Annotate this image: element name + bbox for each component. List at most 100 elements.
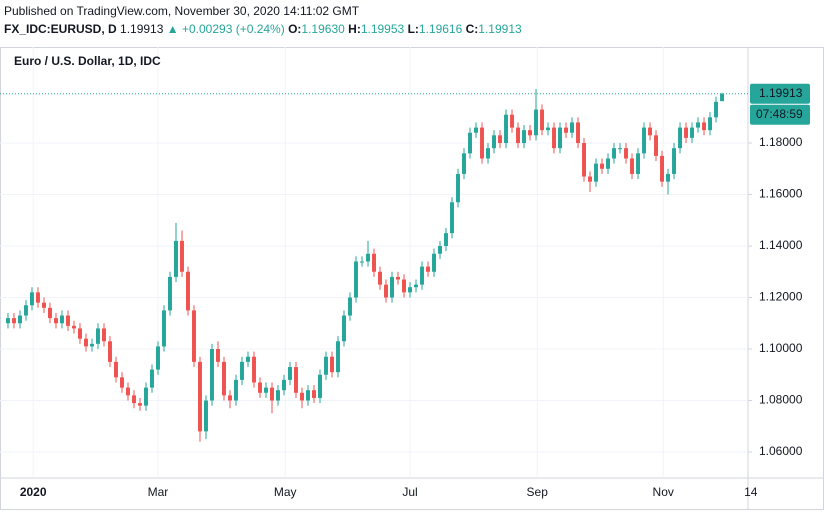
y-tick-label: 1.16000 [759, 187, 803, 201]
last: 1.19913 [120, 22, 164, 36]
candle-body [48, 307, 52, 319]
candle-body [84, 338, 88, 347]
candle-body [552, 127, 556, 149]
x-tick-label: Jul [402, 485, 417, 499]
candle-body [510, 114, 514, 128]
candle-body [78, 328, 82, 339]
candle-body [252, 356, 256, 383]
candle-body [396, 276, 400, 280]
candle-body [582, 143, 586, 177]
candle-body [102, 328, 106, 342]
price-tag: 1.19913 [759, 86, 803, 100]
candle-body [54, 318, 58, 324]
candle-body [66, 315, 70, 326]
candle-body [96, 328, 100, 344]
change: ▲ +0.00293 (+0.24%) [167, 22, 285, 36]
candle-body [246, 356, 250, 362]
candle-body [162, 310, 166, 347]
candle-body [654, 135, 658, 156]
grid [0, 47, 748, 478]
candle-body [480, 127, 484, 159]
x-tick-label: Sep [527, 485, 549, 499]
candle-body [720, 93, 724, 102]
candle-body [366, 253, 370, 262]
x-tick-label: May [274, 485, 297, 499]
candle-body [12, 318, 16, 324]
candle-body [612, 148, 616, 159]
candle-body [204, 400, 208, 432]
candle-body [228, 395, 232, 401]
candle-body [180, 240, 184, 272]
candle-body [606, 158, 610, 169]
candle-body [264, 387, 268, 393]
candle-body [390, 276, 394, 298]
candle-body [270, 387, 274, 401]
h: 1.19953 [361, 22, 405, 36]
candle-body [600, 163, 604, 169]
candle-body [174, 240, 178, 277]
y-tick-label: 1.14000 [759, 238, 803, 252]
candle-body [186, 271, 190, 311]
candle-body [336, 341, 340, 373]
candle-body [312, 390, 316, 398]
candle-body [534, 109, 538, 136]
candle-body [294, 367, 298, 393]
candle-body [714, 101, 718, 118]
candle-body [678, 127, 682, 149]
candle-body [324, 356, 328, 375]
o: 1.19630 [301, 22, 345, 36]
x-tick-label: 2020 [20, 485, 47, 499]
candle-body [414, 284, 418, 288]
l: 1.19616 [419, 22, 463, 36]
candle-body [36, 292, 40, 303]
candle-body [474, 127, 478, 133]
y-tick-label: 1.10000 [759, 341, 803, 355]
candle-body [156, 346, 160, 370]
candle-body [60, 315, 64, 324]
candle-body [468, 132, 472, 154]
candle-body [138, 403, 142, 406]
candle-body [588, 176, 592, 182]
frame [0, 47, 824, 510]
candle-body [372, 253, 376, 272]
candle-body [132, 395, 136, 404]
candle-body [258, 382, 262, 393]
candle-body [306, 390, 310, 401]
candle-body [642, 127, 646, 154]
candle-body [624, 148, 628, 159]
candle-body [426, 266, 430, 272]
y-tick-label: 1.12000 [759, 290, 803, 304]
candle-body [318, 374, 322, 398]
y-tick-label: 1.08000 [759, 393, 803, 407]
countdown-bg [750, 104, 810, 125]
candle-body [348, 297, 352, 316]
candle-body [636, 153, 640, 174]
candle-body [564, 127, 568, 133]
l-label: L: [408, 22, 419, 36]
c-label: C: [466, 22, 479, 36]
candle-body [222, 361, 226, 396]
candle-body [576, 122, 580, 144]
candle-body [498, 135, 502, 144]
candle-body [42, 302, 46, 308]
candle-body [330, 356, 334, 373]
candle-body [708, 117, 712, 131]
candle-body [648, 127, 652, 136]
candle-body [486, 148, 490, 159]
candle-body [660, 155, 664, 182]
candle-body [570, 122, 574, 133]
candle-body [672, 148, 676, 174]
x-tick-label: Mar [148, 485, 169, 499]
candle-body [6, 318, 10, 324]
candle-body [18, 315, 22, 324]
candle-body [114, 361, 118, 378]
candle-body [684, 127, 688, 138]
candle-body [234, 379, 238, 401]
candle-body [168, 276, 172, 311]
price-tag-bg [750, 83, 810, 104]
candle-body [540, 109, 544, 131]
candle-body [666, 173, 670, 182]
candle-body [528, 130, 532, 136]
candle-body [408, 287, 412, 293]
